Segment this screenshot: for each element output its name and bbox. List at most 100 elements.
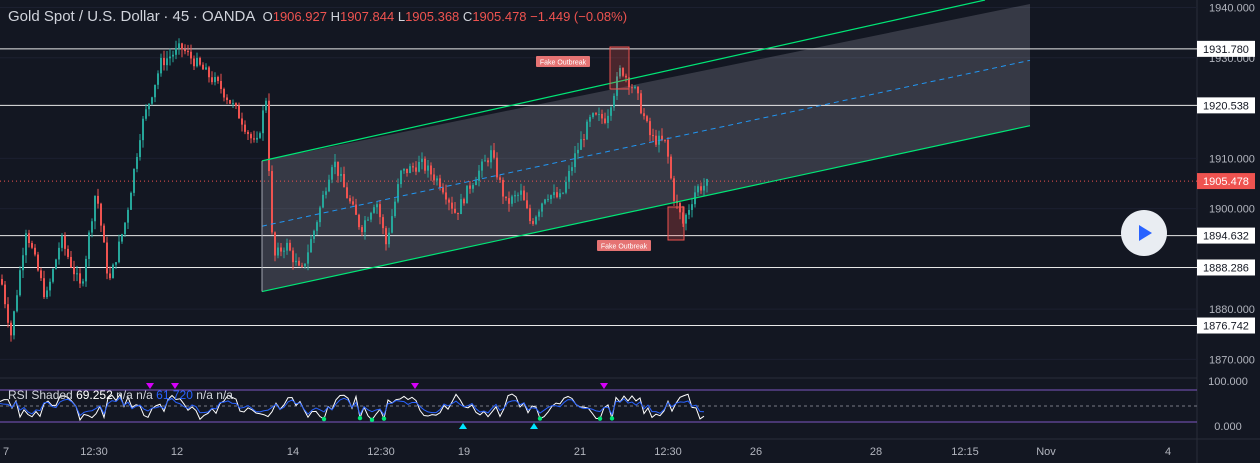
candle [661, 135, 663, 140]
candle [520, 190, 522, 195]
candle [94, 195, 96, 222]
fake-outbreak-label-bg [536, 56, 590, 67]
rsi-oversold-dot [321, 416, 327, 422]
candle [346, 187, 348, 199]
candle [43, 278, 45, 298]
candle [691, 204, 693, 210]
candle [589, 117, 591, 122]
candle [448, 199, 450, 203]
candle [103, 225, 105, 243]
candle [625, 75, 627, 78]
candle [232, 103, 234, 105]
candle [76, 273, 78, 275]
candle [205, 67, 207, 70]
candle [265, 100, 267, 111]
channel-lower-line[interactable] [261, 125, 1031, 293]
candle [91, 221, 93, 233]
candle [406, 168, 408, 174]
candle [268, 100, 270, 172]
candle [184, 49, 186, 52]
fake-outbreak-box[interactable] [667, 206, 685, 241]
candle [511, 196, 513, 204]
candle [706, 179, 708, 186]
rsi-line [0, 393, 705, 422]
candle [172, 54, 174, 57]
candle [10, 322, 12, 336]
rsi-sell-marker [171, 383, 179, 389]
candle [262, 110, 264, 134]
candle [70, 256, 72, 268]
candle [115, 262, 117, 265]
candle [226, 97, 228, 101]
candle [493, 150, 495, 158]
last-price-label-bg[interactable] [1197, 173, 1255, 190]
candle [88, 232, 90, 259]
candle [505, 196, 507, 199]
candle [322, 194, 324, 208]
time-tick-label: 28 [870, 446, 882, 458]
candle [502, 179, 504, 197]
rsi-oversold-dot [609, 416, 615, 421]
candle [574, 153, 576, 168]
candle [283, 250, 285, 252]
candle [514, 195, 516, 197]
candle [79, 273, 81, 284]
candle [667, 139, 669, 157]
candle [250, 134, 252, 139]
candle [412, 166, 414, 168]
low-value: 1905.368 [405, 9, 460, 24]
candle [643, 113, 645, 117]
level-price-label-bg[interactable] [1197, 40, 1255, 57]
candle [559, 193, 561, 198]
candle [673, 178, 675, 201]
level-price-label: 1920.538 [1203, 100, 1249, 112]
fake-outbreak-label-bg [597, 240, 651, 251]
time-tick-label: 19 [458, 446, 470, 458]
channel-upper-line[interactable] [261, 0, 986, 162]
candle [586, 121, 588, 140]
candle [523, 190, 525, 201]
level-price-label-bg[interactable] [1197, 97, 1255, 114]
candle [640, 93, 642, 114]
candle [688, 209, 690, 215]
candle [529, 208, 531, 222]
candle [532, 221, 534, 224]
candle [652, 135, 654, 137]
fake-outbreak-box[interactable] [609, 46, 630, 90]
level-price-label: 1931.780 [1203, 44, 1249, 56]
symbol-legend[interactable]: Gold Spot / U.S. Dollar · 45 · OANDA O19… [8, 8, 628, 25]
level-price-label-bg[interactable] [1197, 227, 1255, 244]
candle [46, 290, 48, 298]
candle [349, 198, 351, 202]
time-tick-label: Nov [1036, 446, 1056, 458]
candle [550, 195, 552, 200]
channel-fill [262, 4, 1030, 292]
candle [622, 68, 624, 76]
rsi-legend[interactable]: RSI Shaded 69.252 n/a n/a 61.720 n/a n/a [8, 388, 233, 402]
candle [331, 167, 333, 180]
candle [16, 295, 18, 312]
candle [292, 250, 294, 263]
rsi-oversold-dot [369, 417, 375, 423]
rsi-value-2: n/a [116, 388, 133, 402]
candle [454, 208, 456, 213]
level-price-label-bg[interactable] [1197, 259, 1255, 276]
candle [619, 68, 621, 77]
candle [100, 203, 102, 226]
candle [391, 216, 393, 233]
candle [112, 264, 114, 279]
candle [85, 258, 87, 282]
candle [163, 57, 165, 66]
candle [220, 80, 222, 89]
candle [187, 51, 189, 53]
candle [298, 260, 300, 266]
price-tick-label: 1910.000 [1209, 153, 1255, 165]
replay-play-button[interactable] [1121, 210, 1167, 256]
channel-mid-line[interactable] [261, 59, 1031, 227]
candle [238, 105, 240, 119]
level-price-label-bg[interactable] [1197, 317, 1255, 334]
candle [466, 185, 468, 204]
candle [40, 270, 42, 279]
price-tick-label: 1900.000 [1209, 204, 1255, 216]
